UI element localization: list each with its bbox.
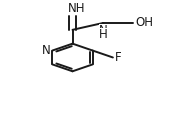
Text: H: H	[99, 28, 108, 41]
Text: NH: NH	[68, 2, 85, 15]
Text: OH: OH	[135, 16, 153, 29]
Text: N: N	[99, 24, 108, 37]
Text: F: F	[115, 51, 121, 64]
Text: N: N	[42, 44, 51, 57]
